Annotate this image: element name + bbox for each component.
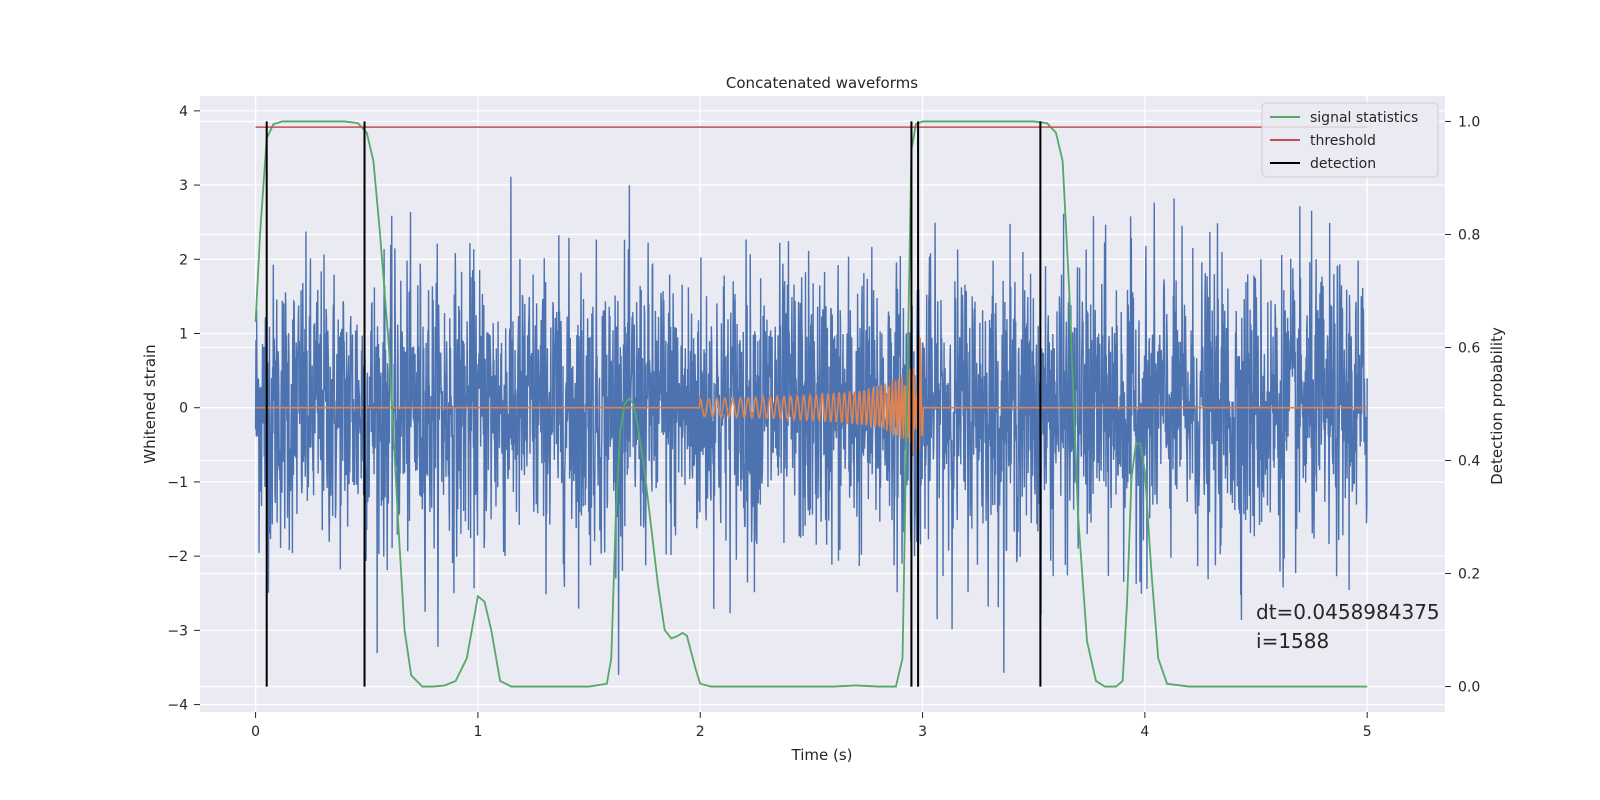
y-tick-label: 0	[179, 401, 188, 417]
legend-box	[1261, 102, 1439, 178]
x-tick-label: 0	[251, 724, 260, 740]
x-tick-label: 1	[473, 724, 482, 740]
chart-title: Concatenated waveforms	[726, 74, 918, 92]
series-layer	[254, 120, 1368, 688]
noise-trace	[254, 176, 1368, 675]
y-tick-label: −1	[167, 475, 188, 491]
y-tick-label: −2	[167, 549, 188, 565]
y-tick-label: −3	[167, 623, 188, 639]
y-tick-label: 3	[179, 178, 188, 194]
y2-tick-label: 0.6	[1458, 340, 1480, 356]
y-tick-label: 1	[179, 326, 188, 342]
x-axis-label: Time (s)	[791, 746, 853, 764]
x-tick-label: 4	[1140, 724, 1149, 740]
y2-tick-label: 0.4	[1458, 454, 1480, 470]
y2-tick-label: 0.8	[1458, 227, 1480, 243]
x-tick-label: 3	[918, 724, 927, 740]
y2-tick-label: 0.2	[1458, 567, 1480, 583]
x-tick-label: 5	[1363, 724, 1372, 740]
chirp-trace	[255, 337, 1368, 455]
annotation: dt=0.0458984375 i=1588	[1256, 600, 1440, 653]
legend: signal statistics threshold detection	[1261, 102, 1439, 178]
annotation-line: i=1588	[1256, 629, 1329, 653]
legend-label: signal statistics	[1310, 110, 1418, 126]
signal-statistics-line	[254, 120, 1368, 688]
annotation-line: dt=0.0458984375	[1256, 600, 1440, 624]
waveform-template	[255, 337, 1368, 455]
y-tick-label: −4	[167, 698, 188, 714]
y2-axis-label: Detection probability	[1488, 327, 1506, 485]
y-axis-label: Whitened strain	[141, 344, 159, 463]
x-tick-label: 2	[696, 724, 705, 740]
y2-tick-label: 0.0	[1458, 680, 1480, 696]
y2-tick-label: 1.0	[1458, 114, 1480, 130]
legend-label: threshold	[1310, 133, 1376, 149]
y-tick-label: 4	[179, 104, 188, 120]
y-tick-label: 2	[179, 252, 188, 268]
axes: 0 1 2 3 4 5 4 3 2 1 0 −1 −2 −3 −4 1.0 0.8 0.6 0.4 0.2 0.0	[167, 104, 1480, 740]
legend-label: detection	[1310, 156, 1376, 172]
whitened-strain-noise	[254, 176, 1368, 675]
